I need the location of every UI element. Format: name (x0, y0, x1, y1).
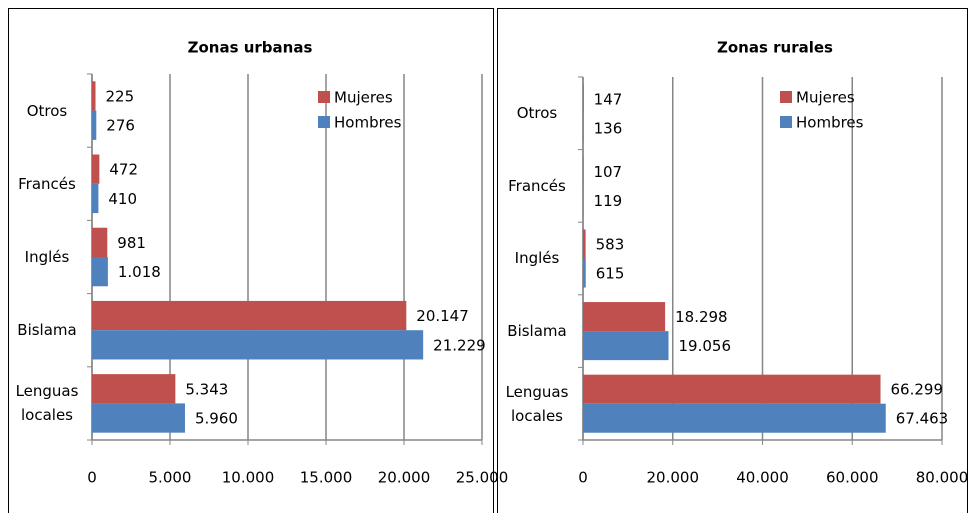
data-label: 20.147 (416, 307, 469, 325)
y-tick-label-box: Francés (499, 150, 575, 223)
bar (92, 374, 175, 403)
bar (583, 229, 586, 258)
data-label: 615 (596, 265, 625, 283)
data-label: 67.463 (896, 410, 949, 428)
x-tick-label: 5.000 (149, 469, 192, 487)
data-label: 276 (106, 117, 135, 135)
data-label: 981 (117, 234, 146, 252)
x-tick-label: 0 (87, 469, 97, 487)
y-tick-label-box: Bislama (10, 294, 84, 367)
data-label: 19.056 (679, 337, 732, 355)
data-label: 18.298 (675, 308, 728, 326)
data-label: 225 (106, 87, 135, 105)
bar (583, 404, 886, 433)
data-label: 1.018 (118, 263, 161, 281)
data-label: 5.343 (185, 380, 228, 398)
data-label: 410 (108, 190, 137, 208)
legend-swatch (318, 116, 330, 128)
legend-label: Mujeres (334, 89, 393, 107)
legend-swatch (318, 91, 330, 103)
bar (92, 155, 99, 184)
y-tick-label-box: Francés (10, 147, 84, 220)
data-label: 147 (594, 90, 623, 108)
data-label: 136 (594, 119, 623, 137)
bar (92, 301, 406, 330)
x-tick-label: 20.000 (647, 469, 700, 487)
y-tick-label: Bislama (10, 294, 84, 367)
legend-label: Mujeres (796, 89, 855, 107)
bar (583, 302, 665, 331)
bar (583, 186, 584, 215)
legend-label: Hombres (796, 114, 864, 132)
bar (92, 228, 107, 257)
data-label: 107 (593, 163, 622, 181)
y-tick-label: Francés (499, 150, 575, 223)
bar (92, 257, 108, 286)
y-tick-label: Francés (10, 147, 84, 220)
y-tick-label: Inglés (10, 220, 84, 293)
data-label: 472 (109, 161, 138, 179)
x-tick-label: 80.000 (916, 469, 969, 487)
bar (583, 259, 586, 288)
x-tick-label: 60.000 (826, 469, 879, 487)
y-tick-label: Otros (499, 77, 575, 150)
legend-label: Hombres (334, 114, 402, 132)
x-tick-label: 0 (578, 469, 588, 487)
data-label: 583 (596, 235, 625, 253)
y-tick-label-box: Otros (499, 77, 575, 150)
legend-swatch (780, 116, 792, 128)
data-label: 5.960 (195, 410, 238, 428)
x-tick-label: 20.000 (378, 469, 431, 487)
y-tick-label-box: Inglés (499, 222, 575, 295)
data-label: 119 (594, 192, 623, 210)
y-tick-label: Lenguas locales (499, 367, 575, 440)
data-label: 66.299 (891, 381, 944, 399)
y-tick-label: Otros (10, 74, 84, 147)
bar (92, 330, 423, 359)
y-tick-label-box: Otros (10, 74, 84, 147)
chart-title: Zonas rurales (717, 39, 833, 57)
legend-swatch (780, 91, 792, 103)
bar (583, 331, 669, 360)
x-tick-label: 15.000 (300, 469, 353, 487)
bar (583, 113, 584, 142)
y-tick-label-box: Lenguas locales (499, 367, 575, 440)
y-tick-label: Lenguas locales (10, 367, 84, 440)
y-tick-label-box: Bislama (499, 295, 575, 368)
y-tick-label-box: Lenguas locales (10, 367, 84, 440)
y-tick-label: Bislama (499, 295, 575, 368)
x-tick-label: 10.000 (222, 469, 275, 487)
bar (92, 403, 185, 432)
x-tick-label: 40.000 (736, 469, 789, 487)
chart-title: Zonas urbanas (188, 39, 313, 57)
y-tick-label: Inglés (499, 222, 575, 295)
bar (92, 111, 96, 140)
bar (583, 375, 881, 404)
bar (92, 81, 96, 110)
bar (583, 84, 584, 113)
data-label: 21.229 (433, 336, 486, 354)
y-tick-label-box: Inglés (10, 220, 84, 293)
x-tick-label: 25.000 (456, 469, 509, 487)
bar (92, 184, 98, 213)
